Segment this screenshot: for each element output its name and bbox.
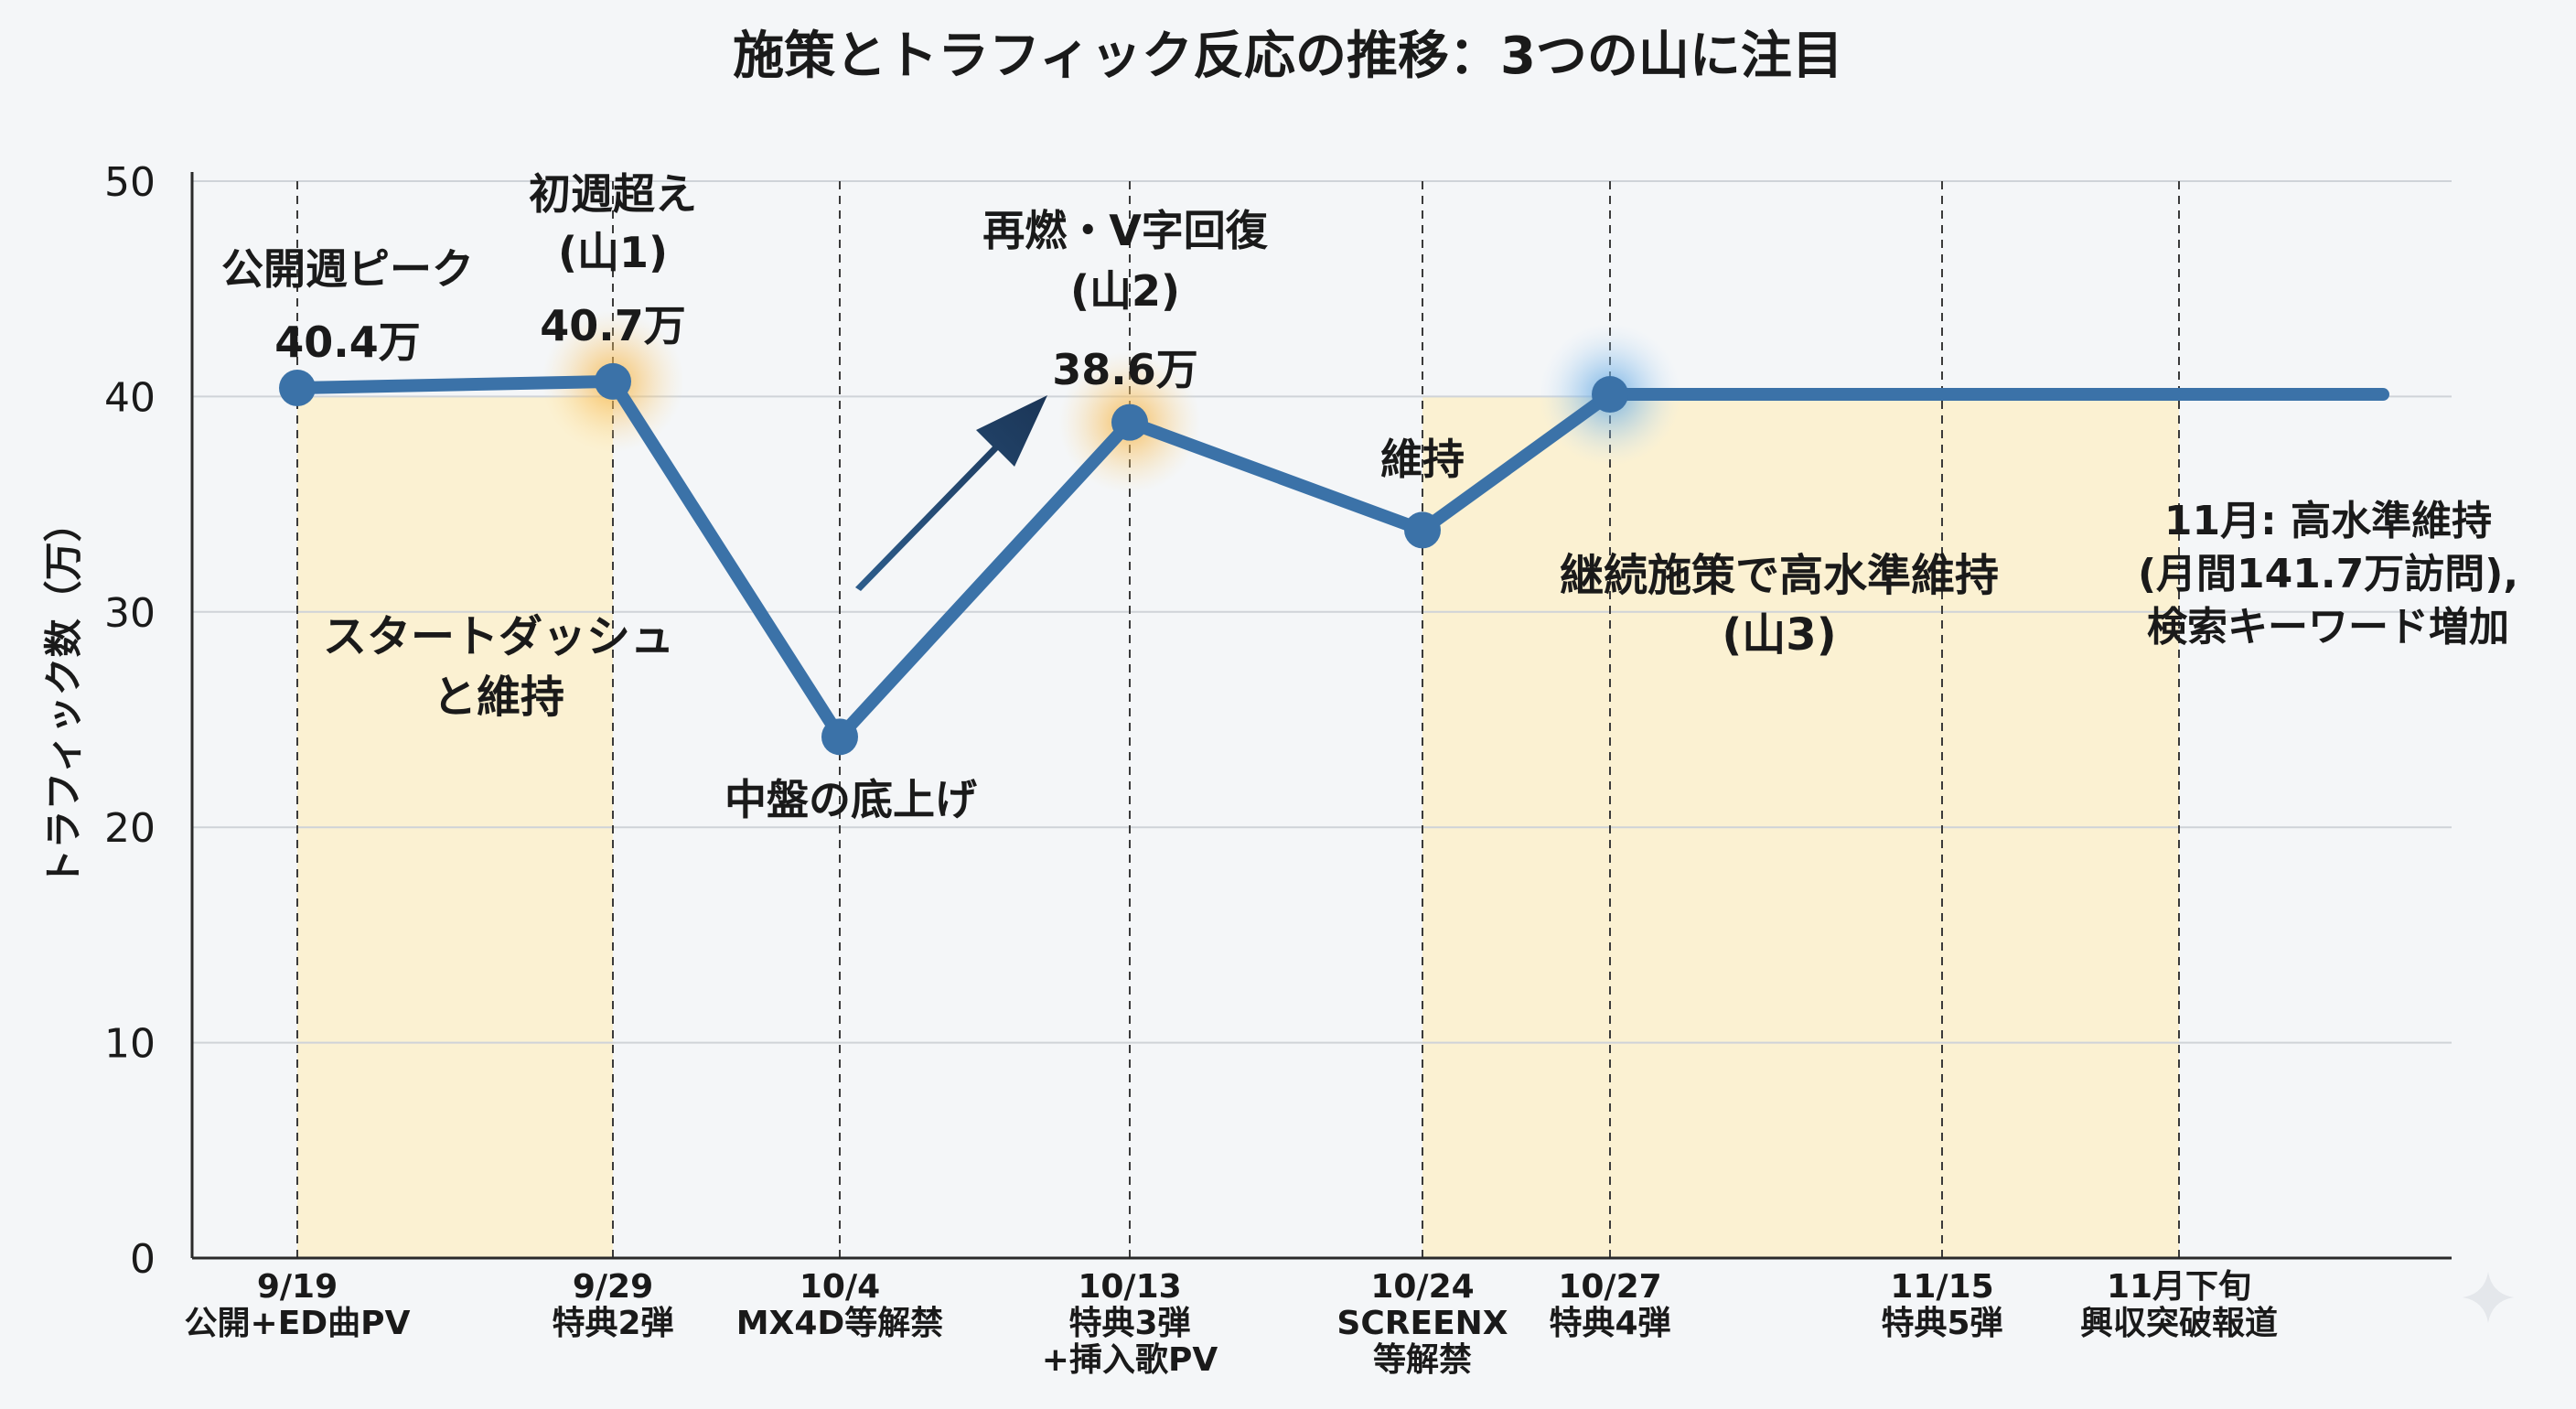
chart-title: 施策とトラフィック反応の推移：3つの山に注目 bbox=[733, 27, 1843, 86]
x-tick-label: 9/19 bbox=[257, 1268, 338, 1306]
data-point bbox=[1592, 376, 1628, 414]
x-tick-label: 10/13 bbox=[1078, 1268, 1181, 1306]
point-label: (山2) bbox=[1070, 266, 1180, 316]
annotation-text: (山3) bbox=[1722, 609, 1836, 661]
y-tick-label: 50 bbox=[104, 159, 156, 206]
y-tick-label: 40 bbox=[104, 374, 156, 421]
point-label: 再燃・V字回復 bbox=[982, 206, 1269, 255]
x-tick-label: +挿入歌PV bbox=[1042, 1341, 1218, 1379]
annotation-text: 11月: 高水準維持 bbox=[2164, 498, 2492, 544]
x-tick-label: 公開+ED曲PV bbox=[185, 1305, 411, 1342]
data-point bbox=[1404, 511, 1441, 549]
point-label: 初週超え bbox=[529, 169, 697, 219]
x-tick-label: 9/29 bbox=[573, 1268, 653, 1306]
axes bbox=[190, 172, 2452, 1260]
annotation-text: 検索キーワード増加 bbox=[2147, 604, 2509, 651]
x-tick-label: 10/27 bbox=[1558, 1268, 1661, 1306]
x-tick-label: MX4D等解禁 bbox=[736, 1305, 944, 1342]
point-label: 維持 bbox=[1380, 435, 1465, 484]
x-tick-label: 11/15 bbox=[1890, 1268, 1993, 1306]
data-points bbox=[279, 362, 1628, 756]
y-tick-label: 10 bbox=[104, 1021, 156, 1068]
annotation-text: と維持 bbox=[433, 672, 564, 723]
point-label: 38.6万 bbox=[1052, 345, 1198, 394]
x-tick-label: 興収突破報道 bbox=[2080, 1305, 2278, 1342]
point-label: (山1) bbox=[558, 228, 668, 277]
y-tick-label: 0 bbox=[130, 1236, 156, 1283]
point-label: 40.4万 bbox=[274, 317, 421, 367]
data-point bbox=[279, 369, 316, 406]
x-tick-label: 10/24 bbox=[1370, 1268, 1474, 1306]
y-tick-label: 20 bbox=[104, 805, 156, 852]
y-axis-label: トラフィック数（万） bbox=[41, 503, 86, 887]
x-tick-label: 特典2弾 bbox=[552, 1305, 673, 1342]
point-label: 中盤の底上げ bbox=[724, 775, 977, 824]
point-label: 40.7万 bbox=[540, 301, 686, 350]
sparkle-icon bbox=[2463, 1272, 2514, 1323]
x-tick-label: 11月下旬 bbox=[2107, 1268, 2251, 1306]
data-point bbox=[595, 362, 631, 400]
annotation-text: (月間141.7万訪問), bbox=[2138, 551, 2518, 597]
x-tick-label: SCREENX bbox=[1336, 1305, 1508, 1342]
x-tick-label: 10/4 bbox=[800, 1268, 880, 1306]
y-tick-label: 30 bbox=[104, 590, 156, 637]
data-point bbox=[821, 718, 858, 756]
x-tick-label: 特典3弾 bbox=[1068, 1305, 1190, 1342]
y-tick-labels: 0 10 20 30 40 50 bbox=[104, 159, 156, 1283]
x-tick-label: 特典5弾 bbox=[1881, 1305, 2002, 1342]
recovery-arrow-icon bbox=[855, 395, 1047, 591]
data-point bbox=[1111, 403, 1148, 441]
x-tick-label: 等解禁 bbox=[1373, 1341, 1472, 1379]
annotation-text: 継続施策で高水準維持 bbox=[1560, 550, 1999, 601]
point-label: 公開週ピーク bbox=[221, 244, 474, 294]
x-tick-label: 特典4弾 bbox=[1549, 1305, 1670, 1342]
annotation-text: スタートダッシュ bbox=[323, 611, 674, 662]
